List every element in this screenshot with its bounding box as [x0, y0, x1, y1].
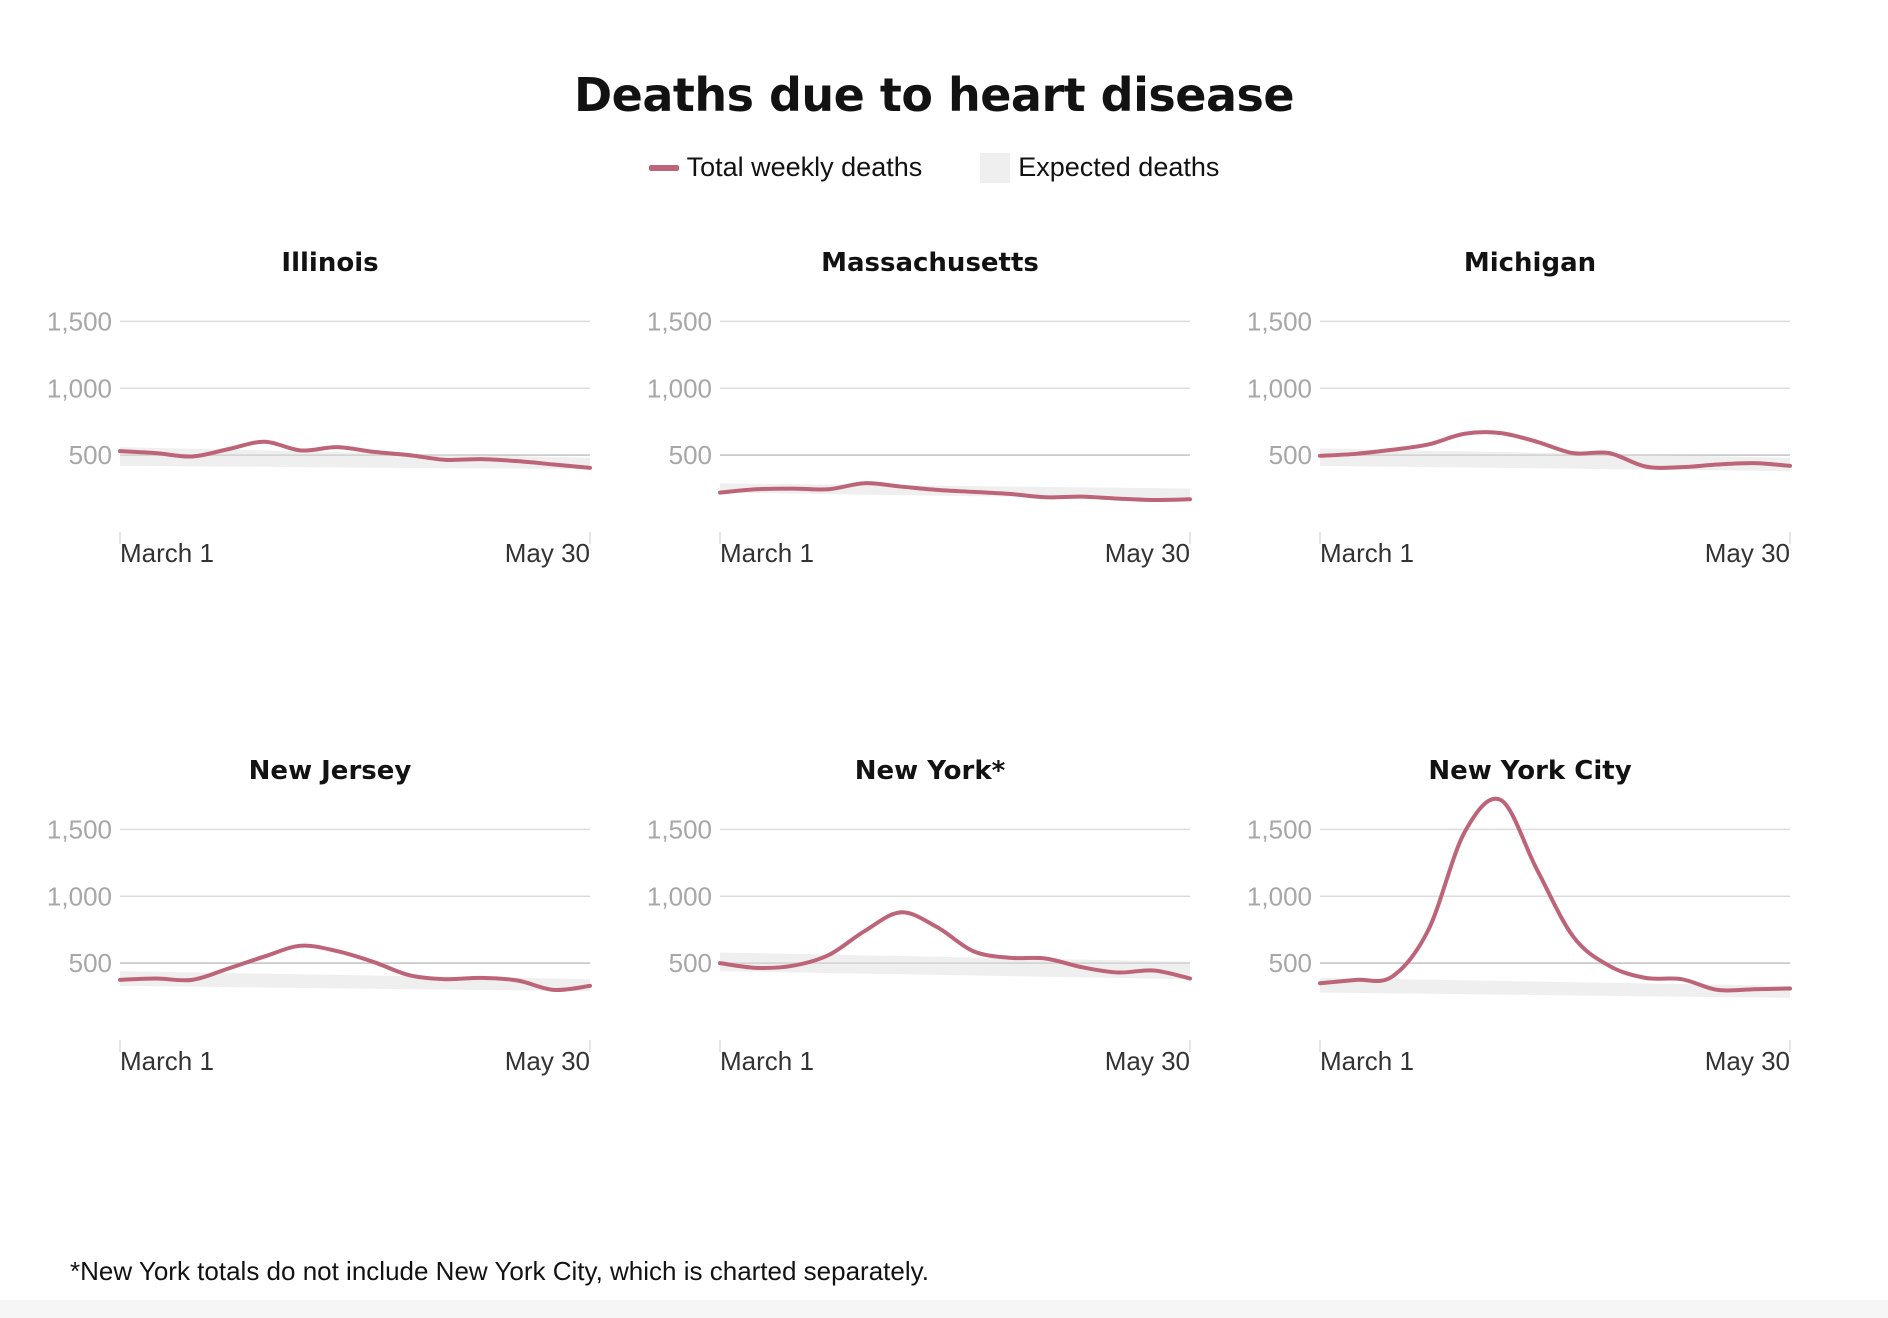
panel-title: Michigan — [1463, 248, 1597, 278]
chart-plot: 500 1,000 1,500 March 1 May 30 — [47, 814, 592, 1076]
y-tick-label: 1,500 — [1247, 306, 1312, 336]
panel-title: New York* — [854, 756, 1006, 786]
chart-plot: 500 1,000 1,500 March 1 May 30 — [1247, 796, 1792, 1076]
bottom-strip — [0, 1300, 1888, 1318]
panel-michigan: Michigan 500 1,000 1,500 March 1 May 30 — [1230, 248, 1830, 708]
panel-new-york: New York* 500 1,000 1,500 March 1 May 30 — [630, 756, 1230, 1216]
expected-band — [1320, 448, 1790, 472]
legend-expected-label: Expected deaths — [1018, 152, 1220, 182]
total-deaths-line — [718, 481, 1192, 502]
expected-band — [1320, 977, 1790, 998]
x-label-start: March 1 — [1320, 1046, 1414, 1076]
y-tick-label: 1,000 — [47, 373, 112, 403]
chart-plot: 500 1,000 1,500 March 1 May 30 — [47, 306, 592, 568]
x-label-end: May 30 — [1105, 538, 1190, 568]
footnote: *New York totals do not include New York… — [70, 1256, 929, 1286]
y-tick-label: 1,500 — [1247, 814, 1312, 844]
y-tick-label: 1,000 — [647, 373, 712, 403]
legend-item-expected: Expected deaths — [922, 152, 1219, 183]
x-label-start: March 1 — [120, 1046, 214, 1076]
panel-title: Illinois — [281, 248, 379, 278]
panel-title: Massachusetts — [821, 248, 1039, 278]
y-tick-label: 1,500 — [647, 306, 712, 336]
y-tick-label: 500 — [1269, 948, 1312, 978]
x-label-end: May 30 — [505, 538, 590, 568]
x-label-end: May 30 — [505, 1046, 590, 1076]
y-tick-label: 500 — [669, 948, 712, 978]
panel-massachusetts: Massachusetts 500 1,000 1,500 March 1 May 30 — [630, 248, 1230, 708]
y-tick-label: 1,500 — [647, 814, 712, 844]
y-tick-label: 1,500 — [47, 306, 112, 336]
y-tick-label: 500 — [1269, 440, 1312, 470]
legend: Total weekly deaths Expected deaths — [0, 152, 1868, 183]
panel-new-york-city: New York City 500 1,000 1,500 March 1 May 30 — [1230, 756, 1830, 1216]
y-tick-label: 500 — [669, 440, 712, 470]
panel-title: New York City — [1428, 756, 1632, 786]
legend-total-label: Total weekly deaths — [686, 152, 923, 182]
x-label-end: May 30 — [1105, 1046, 1190, 1076]
x-label-end: May 30 — [1705, 1046, 1790, 1076]
legend-line-swatch — [648, 164, 679, 171]
x-label-start: March 1 — [1320, 538, 1414, 568]
expected-band — [120, 447, 590, 470]
y-tick-label: 1,000 — [1247, 881, 1312, 911]
total-deaths-line — [118, 943, 592, 992]
panel-new-jersey: New Jersey 500 1,000 1,500 March 1 May 30 — [30, 756, 630, 1216]
panel-title: New Jersey — [248, 756, 412, 786]
legend-band-swatch — [980, 152, 1011, 183]
x-label-end: May 30 — [1705, 538, 1790, 568]
total-deaths-line — [118, 439, 592, 470]
expected-band — [720, 952, 1190, 980]
total-deaths-line — [718, 910, 1192, 981]
y-tick-label: 500 — [69, 440, 112, 470]
x-label-start: March 1 — [720, 1046, 814, 1076]
chart-plot: 500 1,000 1,500 March 1 May 30 — [647, 814, 1192, 1076]
y-tick-label: 1,000 — [647, 881, 712, 911]
y-tick-label: 1,000 — [1247, 373, 1312, 403]
x-label-start: March 1 — [120, 538, 214, 568]
y-tick-label: 500 — [69, 948, 112, 978]
chart-plot: 500 1,000 1,500 March 1 May 30 — [647, 306, 1192, 568]
total-deaths-line — [1318, 430, 1792, 470]
y-tick-label: 1,500 — [47, 814, 112, 844]
y-tick-label: 1,000 — [47, 881, 112, 911]
x-label-start: March 1 — [720, 538, 814, 568]
chart-title: Deaths due to heart disease — [573, 68, 1295, 122]
expected-band — [120, 971, 590, 992]
panel-illinois: Illinois 500 1,000 1,500 March 1 May 30 — [30, 248, 630, 708]
chart-plot: 500 1,000 1,500 March 1 May 30 — [1247, 306, 1792, 568]
legend-item-total: Total weekly deaths — [648, 152, 923, 183]
total-deaths-line — [1318, 796, 1792, 993]
